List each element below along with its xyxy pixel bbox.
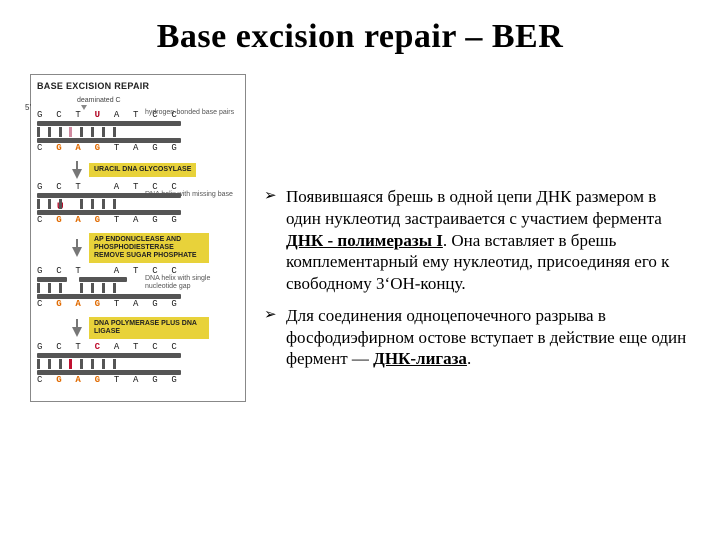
arrow-step-3: DNA POLYMERASE PLUS DNA LIGASE — [71, 317, 239, 339]
diagram-stage-2: G C T A T C C C G A G T A G G DNA helix … — [37, 183, 239, 227]
arrow-down-icon — [72, 327, 82, 337]
enzyme-label-2: AP ENDONUCLEASE AND PHOSPHODIESTERASE RE… — [89, 233, 209, 263]
bullet-item: ➢Появившаяся брешь в одной цепи ДНК разм… — [264, 186, 690, 295]
bonds-row — [37, 127, 181, 137]
enzyme-label-3: DNA POLYMERASE PLUS DNA LIGASE — [89, 317, 209, 339]
text-column: ➢Появившаяся брешь в одной цепи ДНК разм… — [264, 74, 690, 380]
diagram-stage-3: G C T A T C C C G A G T A G G DNA helix … — [37, 267, 239, 311]
ber-diagram: BASE EXCISION REPAIR deaminated C 5' G C… — [30, 74, 246, 402]
bullet-arrow-icon: ➢ — [264, 305, 286, 370]
bullet-arrow-icon: ➢ — [264, 186, 286, 295]
bullet-item: ➢Для соединения одноцепочечного разрыва … — [264, 305, 690, 370]
bullet-text: Для соединения одноцепочечного разрыва в… — [286, 305, 690, 370]
bullet-text: Появившаяся брешь в одной цепи ДНК разме… — [286, 186, 690, 295]
deaminated-c-label: deaminated C — [77, 97, 239, 104]
diagram-stage-4: G C T C A T C C C G A G T A G G — [37, 343, 239, 387]
arrow-down-icon — [72, 169, 82, 179]
dna-duplex: G C T U A T C C C G A G T A G G — [37, 111, 181, 153]
arrow-down-icon — [72, 247, 82, 257]
arrow-step-2: AP ENDONUCLEASE AND PHOSPHODIESTERASE RE… — [71, 233, 239, 263]
arrow-step-1: U URACIL DNA GLYCOSYLASE — [71, 161, 239, 179]
side-label-missing-base: DNA helix with missing base — [145, 191, 243, 199]
diagram-stage-1: deaminated C 5' G C T U A T C C C G A G … — [37, 97, 239, 155]
five-prime-label: 5' — [25, 103, 31, 112]
diagram-header: BASE EXCISION REPAIR — [37, 81, 239, 91]
slide-title: Base excision repair – BER — [30, 18, 690, 56]
side-label-hbonds: hydrogen-bonded base pairs — [145, 109, 243, 117]
side-label-nt-gap: DNA helix with single nucleotide gap — [145, 275, 243, 291]
enzyme-label-1: URACIL DNA GLYCOSYLASE — [89, 163, 196, 177]
content-row: BASE EXCISION REPAIR deaminated C 5' G C… — [30, 74, 690, 402]
